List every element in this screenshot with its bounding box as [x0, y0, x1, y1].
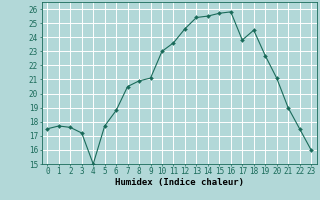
X-axis label: Humidex (Indice chaleur): Humidex (Indice chaleur) [115, 178, 244, 187]
